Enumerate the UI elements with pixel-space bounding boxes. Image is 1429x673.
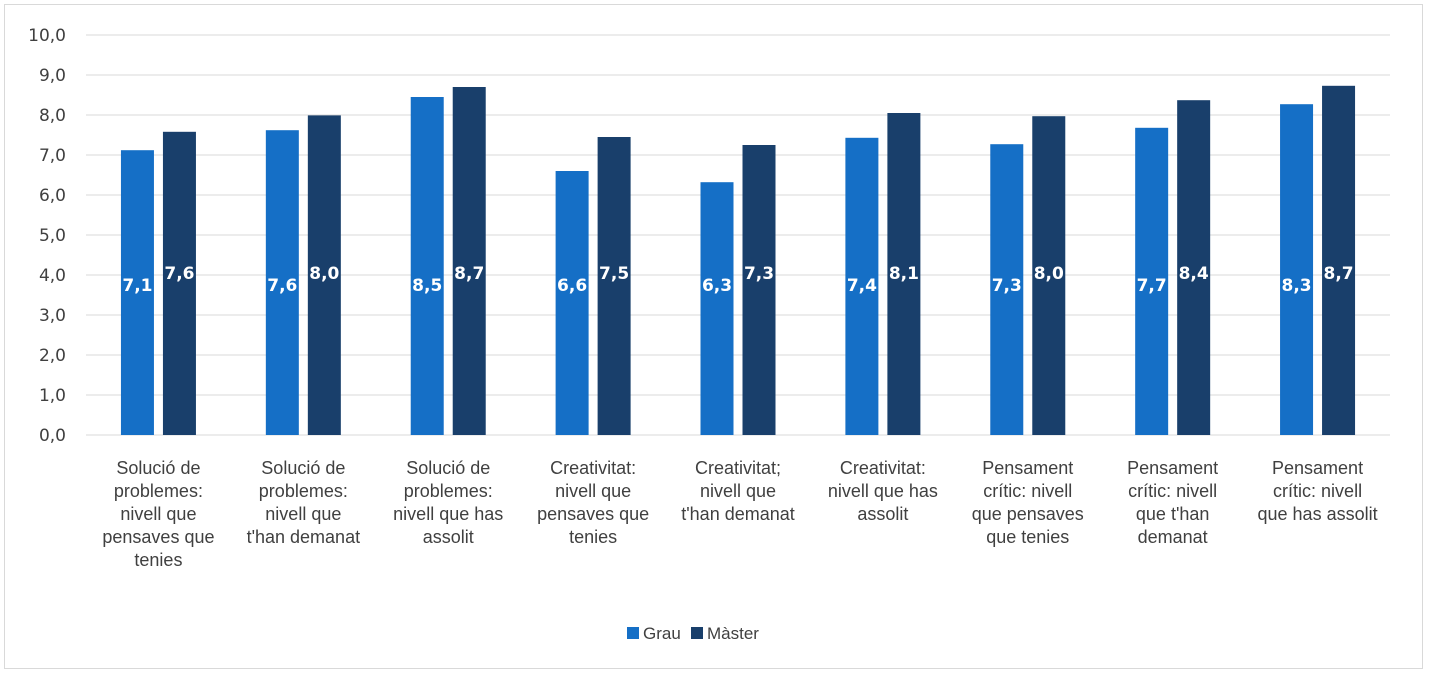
category-label: Creativitat: nivell que pensaves que tenies (537, 458, 649, 547)
legend-swatch (627, 627, 639, 639)
bars: 7,1 7,6 7,6 8,0 8,5 8,7 6,6 7,5 6,3 7,3 7,4 8,1 7,3 8… (120, 85, 1356, 436)
bar-mster-6 (887, 113, 921, 435)
data-label: 7,3 (992, 276, 1022, 296)
bar-mster-5 (742, 145, 776, 435)
category-label: Pensament crític: nivell que t'han demanat (1127, 458, 1218, 547)
y-tick-label: 7,0 (39, 146, 66, 166)
data-label: 7,6 (267, 276, 297, 296)
data-label: 8,5 (412, 276, 442, 296)
bar-grau-5 (700, 182, 734, 435)
category-label: Solució de problemes: nivell que t'han dema… (247, 458, 361, 547)
bar-grau-6 (845, 137, 879, 436)
bar-grau-9 (1280, 104, 1314, 435)
bar-grau-3 (410, 97, 444, 435)
data-label: 8,4 (1179, 264, 1209, 284)
data-label: 7,1 (122, 276, 152, 296)
bar-grau-4 (555, 171, 589, 435)
gridlines (86, 34, 1390, 436)
category-label: Creativitat: nivell que has assolit (828, 458, 938, 524)
data-label: 6,3 (702, 276, 732, 296)
data-label: 7,4 (847, 276, 877, 296)
data-label: 7,5 (599, 264, 629, 284)
category-label: Solució de problemes: nivell que pensaves q… (102, 458, 214, 570)
y-tick-label: 8,0 (39, 106, 66, 126)
category-label: Pensament crític: nivell que has assolit (1258, 458, 1378, 524)
bar-mster-8 (1177, 100, 1211, 435)
bar-mster-1 (162, 131, 196, 436)
bar-mster-7 (1032, 116, 1066, 435)
y-tick-label: 9,0 (39, 66, 66, 86)
y-axis: 0,0 1,0 2,0 3,0 4,0 5,0 6,0 7,0 8,0 9,0 10,0 (28, 26, 66, 446)
y-tick-label: 4,0 (39, 266, 66, 286)
legend-label: Grau (643, 624, 681, 643)
bar-grau-2 (265, 130, 299, 435)
data-label: 7,3 (744, 264, 774, 284)
y-tick-label: 5,0 (39, 226, 66, 246)
y-tick-label: 10,0 (28, 26, 66, 46)
data-label: 8,0 (309, 264, 339, 284)
category-label: Solució de problemes: nivell que has assoli… (393, 458, 503, 547)
data-label: 8,7 (1323, 264, 1353, 284)
data-label: 7,6 (164, 264, 194, 284)
x-axis: Solució de problemes: nivell que pensaves q… (102, 458, 1377, 570)
bar-mster-3 (452, 87, 486, 435)
y-tick-label: 0,0 (39, 426, 66, 446)
legend-swatch (691, 627, 703, 639)
y-tick-label: 1,0 (39, 386, 66, 406)
y-tick-label: 6,0 (39, 186, 66, 206)
data-label: 7,7 (1137, 276, 1167, 296)
category-label: Pensament crític: nivell que pensaves que t… (972, 458, 1084, 547)
data-label: 8,3 (1281, 276, 1311, 296)
bar-mster-9 (1322, 85, 1356, 436)
data-label: 8,0 (1034, 264, 1064, 284)
legend-label: Màster (707, 624, 759, 643)
data-label: 6,6 (557, 276, 587, 296)
bar-grau-1 (120, 150, 154, 435)
data-label: 8,7 (454, 264, 484, 284)
y-tick-label: 2,0 (39, 346, 66, 366)
y-tick-label: 3,0 (39, 306, 66, 326)
bar-mster-4 (597, 137, 631, 435)
category-label: Creativitat; nivell que t'han demanat (681, 458, 795, 524)
bar-grau-8 (1135, 127, 1169, 436)
bar-mster-2 (307, 115, 341, 436)
bar-grau-7 (990, 144, 1024, 435)
data-label: 8,1 (889, 264, 919, 284)
legend: Grau Màster (627, 624, 759, 643)
